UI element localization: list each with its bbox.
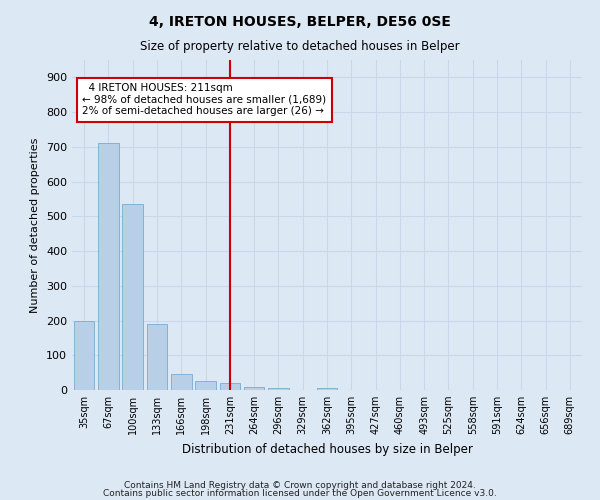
Text: 4, IRETON HOUSES, BELPER, DE56 0SE: 4, IRETON HOUSES, BELPER, DE56 0SE: [149, 15, 451, 29]
Bar: [220, 383, 240, 390]
Bar: [317, 388, 337, 390]
Text: 4 IRETON HOUSES: 211sqm
← 98% of detached houses are smaller (1,689)
2% of semi-: 4 IRETON HOUSES: 211sqm ← 98% of detache…: [82, 83, 326, 116]
Bar: [268, 388, 289, 390]
Bar: [122, 204, 143, 390]
Bar: [146, 324, 167, 390]
Text: Contains HM Land Registry data © Crown copyright and database right 2024.: Contains HM Land Registry data © Crown c…: [124, 480, 476, 490]
Bar: [98, 144, 119, 390]
X-axis label: Distribution of detached houses by size in Belper: Distribution of detached houses by size …: [182, 442, 472, 456]
Bar: [195, 382, 216, 390]
Bar: [244, 386, 265, 390]
Bar: [74, 320, 94, 390]
Y-axis label: Number of detached properties: Number of detached properties: [31, 138, 40, 312]
Text: Contains public sector information licensed under the Open Government Licence v3: Contains public sector information licen…: [103, 489, 497, 498]
Bar: [171, 374, 191, 390]
Text: Size of property relative to detached houses in Belper: Size of property relative to detached ho…: [140, 40, 460, 53]
